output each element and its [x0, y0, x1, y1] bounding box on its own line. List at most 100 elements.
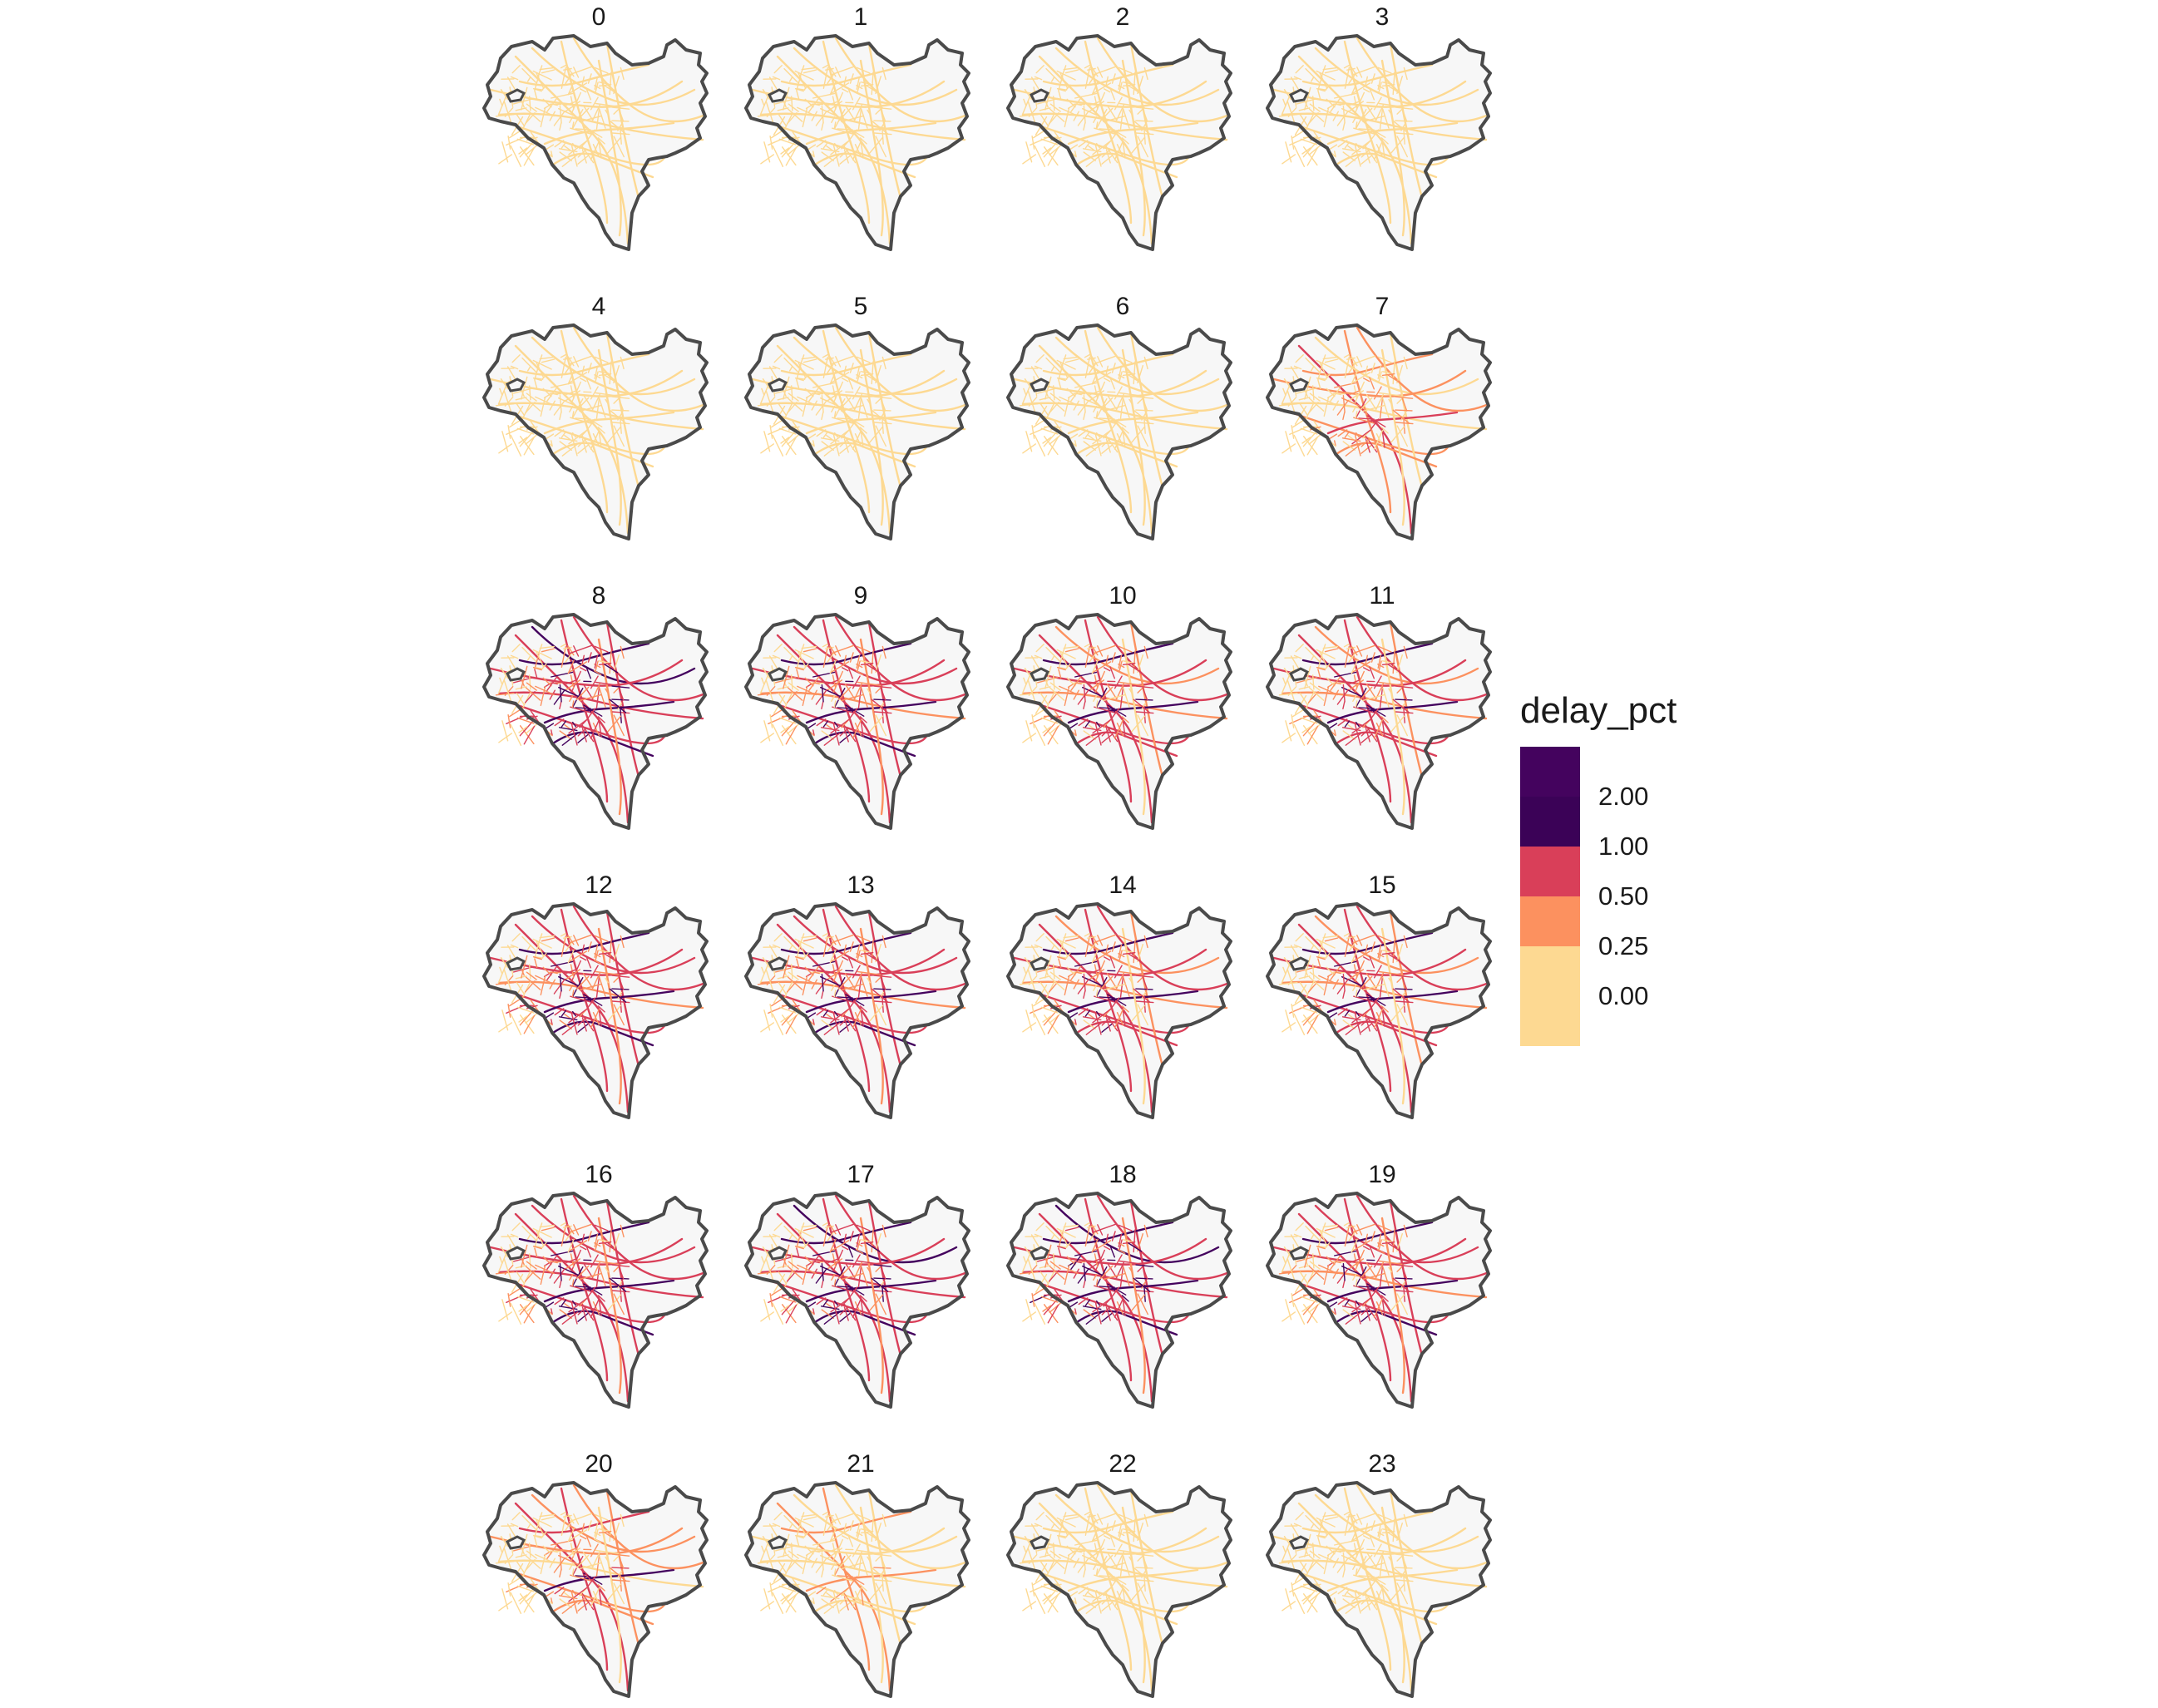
- street-segment: [1123, 660, 1133, 664]
- arterial-road: [1356, 905, 1490, 991]
- street-segment: [1401, 397, 1408, 412]
- street-segment: [772, 1592, 784, 1614]
- street-segment: [1064, 1227, 1079, 1232]
- street-segment: [1355, 411, 1358, 419]
- street-segment: [1074, 92, 1098, 99]
- street-segment: [1105, 365, 1109, 376]
- street-segment: [1077, 1557, 1089, 1573]
- arterial-road: [780, 931, 912, 955]
- street-segment: [611, 1264, 630, 1267]
- street-segment: [873, 409, 891, 412]
- street-segment: [1044, 725, 1059, 745]
- street-segment: [597, 427, 605, 434]
- street-segment: [1114, 1587, 1124, 1607]
- street-segment: [1056, 359, 1076, 370]
- street-segment: [525, 397, 541, 412]
- street-segment: [757, 403, 777, 407]
- street-segment: [1330, 1255, 1341, 1270]
- street-segment: [812, 440, 815, 447]
- street-segment: [536, 362, 545, 378]
- street-segment: [497, 383, 508, 405]
- street-segment: [1034, 1013, 1046, 1035]
- street-segment: [560, 932, 566, 937]
- arterial-road: [560, 1487, 609, 1671]
- street-segment: [832, 417, 855, 424]
- street-segment: [844, 105, 856, 121]
- street-segment: [1040, 138, 1059, 146]
- street-segment: [1135, 975, 1154, 978]
- street-segment: [815, 978, 827, 995]
- street-segment: [1123, 397, 1130, 418]
- street-segment: [821, 122, 824, 131]
- street-segment: [510, 1233, 519, 1238]
- street-segment: [563, 67, 572, 71]
- street-segment: [829, 67, 837, 77]
- street-segment: [1074, 440, 1077, 447]
- street-segment: [827, 72, 836, 84]
- street-segment: [1344, 720, 1351, 728]
- street-segment: [875, 1233, 881, 1252]
- street-segment: [1373, 1298, 1384, 1318]
- facet-title: 6: [1115, 293, 1130, 320]
- street-segment: [1135, 685, 1154, 689]
- street-segment: [503, 1548, 512, 1571]
- street-segment: [1388, 1266, 1392, 1273]
- street-segment: [1083, 1553, 1086, 1571]
- street-segment: [1306, 436, 1319, 456]
- street-segment: [1105, 146, 1119, 164]
- street-segment: [1396, 425, 1408, 447]
- street-segment: [1106, 105, 1118, 121]
- street-segment: [1382, 660, 1393, 664]
- street-segment: [560, 645, 566, 668]
- street-segment: [798, 1230, 807, 1246]
- region-boundary: [744, 1481, 970, 1698]
- street-segment: [569, 1273, 574, 1281]
- street-segment: [527, 1233, 531, 1240]
- street-segment: [579, 1272, 602, 1281]
- street-segment: [832, 995, 855, 1003]
- street-segment: [1084, 141, 1091, 149]
- street-segment: [1337, 1587, 1348, 1595]
- street-segment: [1392, 940, 1395, 964]
- street-segment: [559, 412, 562, 421]
- street-segment: [1352, 661, 1371, 673]
- street-segment: [580, 378, 587, 383]
- street-segment: [1355, 121, 1358, 130]
- street-segment: [867, 688, 871, 694]
- street-segment: [1332, 689, 1339, 700]
- street-segment: [826, 1592, 833, 1598]
- street-segment: [1123, 1266, 1130, 1286]
- street-segment: [1381, 951, 1395, 955]
- street-segment: [1065, 1531, 1071, 1538]
- street-segment: [1347, 723, 1355, 730]
- street-segment: [832, 91, 843, 115]
- arterial-road: [1301, 1510, 1434, 1534]
- street-segment: [843, 76, 847, 86]
- street-segment: [1058, 958, 1062, 968]
- street-segment: [849, 363, 854, 373]
- street-segment: [569, 1223, 593, 1233]
- street-segment: [1377, 1523, 1382, 1538]
- street-segment: [857, 1555, 862, 1577]
- street-segment: [808, 1544, 820, 1559]
- street-segment: [582, 973, 594, 990]
- street-segment: [831, 355, 855, 365]
- arterial-road: [1021, 402, 1228, 431]
- street-segment: [1353, 417, 1376, 424]
- street-segment: [1095, 1279, 1099, 1287]
- street-segment: [1282, 966, 1286, 975]
- street-segment: [869, 1005, 884, 1022]
- street-segment: [827, 1258, 838, 1264]
- street-segment: [1089, 1519, 1098, 1531]
- street-segment: [831, 1513, 855, 1523]
- street-segment: [1047, 725, 1059, 745]
- street-segment: [577, 1596, 587, 1605]
- street-segment: [1390, 1583, 1405, 1601]
- arterial-road: [1389, 911, 1424, 1068]
- street-segment: [1093, 984, 1098, 991]
- street-segment: [1377, 944, 1382, 959]
- street-segment: [1377, 645, 1392, 653]
- street-segment: [1094, 670, 1105, 694]
- street-segment: [821, 1569, 824, 1578]
- street-segment: [1381, 83, 1395, 87]
